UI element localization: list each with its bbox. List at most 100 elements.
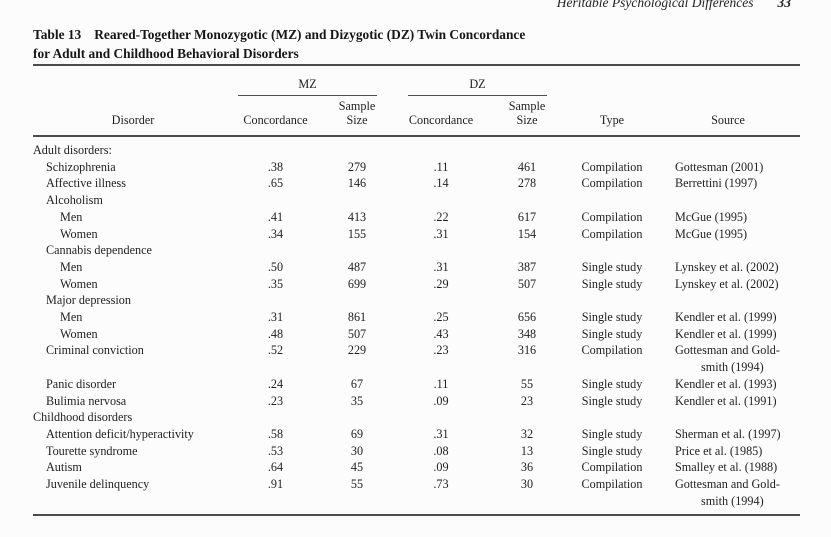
source-line-1: Kendler et al. (1999): [675, 310, 777, 325]
disorder-cell: Criminal conviction: [46, 343, 144, 358]
mz-sample-size-cell: [318, 136, 396, 159]
table-row: Affective illness .65 146 .14 278 Compil…: [33, 175, 800, 192]
disorder-cell: Schizophrenia: [46, 159, 116, 174]
type-cell: Single study: [581, 259, 643, 274]
mz-concordance-cell: .53: [267, 443, 284, 458]
disorder-cell: Autism: [46, 460, 82, 475]
disorder-cell: Women: [60, 276, 98, 291]
col-header-dz-sample-size: Sample Size: [486, 96, 568, 136]
dz-sample-size-cell: 13: [520, 443, 534, 458]
dz-sample-size-cell: 23: [520, 393, 534, 408]
source-cell: Smalley et al. (1988): [656, 459, 800, 476]
table-row: Schizophrenia .38 279 .11 461 Compilatio…: [33, 159, 800, 176]
mz-concordance-cell: .65: [267, 176, 284, 191]
source-line-1: Sherman et al. (1997): [675, 426, 781, 441]
type-cell: [568, 136, 656, 159]
source-line-1: Berrettini (1997): [675, 176, 758, 191]
table-row: Cannabis dependence: [33, 242, 800, 259]
disorder-cell: Women: [60, 326, 98, 341]
source-cell: Sherman et al. (1997): [656, 426, 800, 443]
mz-concordance-cell: .52: [267, 343, 284, 358]
source-cell: Gottesman and Gold- smith (1994): [656, 476, 800, 515]
mz-sample-size-cell: 69: [350, 426, 364, 441]
source-line-1: Gottesman (2001): [675, 159, 764, 174]
mz-sample-size-cell: 699: [347, 276, 367, 291]
dz-sample-size-cell: [486, 409, 568, 426]
mz-sample-size-cell: [318, 192, 396, 209]
dz-concordance-cell: .22: [433, 209, 449, 224]
dz-sample-size-cell: 154: [517, 226, 537, 241]
dz-sample-size-cell: 55: [520, 376, 534, 391]
mz-sample-size-cell: 413: [347, 209, 367, 224]
mz-sample-size-cell: 67: [350, 376, 364, 391]
dz-sample-size-cell: [486, 192, 568, 209]
table-caption: Table 13 Reared-Together Monozygotic (MZ)…: [33, 26, 633, 63]
dz-concordance-cell: .11: [433, 159, 449, 174]
dz-concordance-cell: .31: [433, 259, 449, 274]
column-header-row: Disorder Concordance Sample Size Concorda…: [33, 96, 800, 136]
disorder-cell: Affective illness: [46, 176, 126, 191]
source-cell: [656, 192, 800, 209]
table-body: Adult disorders: Schizophrenia .38 279 .…: [33, 136, 800, 515]
table-row: Alcoholism: [33, 192, 800, 209]
dz-sample-size-cell: 36: [520, 460, 534, 475]
dz-sample-size-cell: 348: [517, 326, 537, 341]
dz-sample-size-cell: 278: [517, 176, 537, 191]
mz-concordance-cell: [233, 242, 318, 259]
source-cell: [656, 409, 800, 426]
caption-title-part1: Reared-Together Monozygotic (MZ) and Diz…: [94, 27, 526, 42]
table-row: Women .34 155 .31 154 Compilation McGue …: [33, 226, 800, 243]
mz-sample-size-cell: 55: [350, 477, 364, 492]
source-cell: McGue (1995): [656, 209, 800, 226]
mz-sample-size-cell: [318, 409, 396, 426]
mz-concordance-cell: [233, 292, 318, 309]
mz-concordance-cell: .35: [267, 276, 284, 291]
source-line-1: Price et al. (1985): [675, 443, 763, 458]
dz-concordance-cell: .73: [433, 477, 449, 492]
type-cell: Single study: [581, 276, 643, 291]
disorder-cell: Childhood disorders: [33, 410, 133, 425]
source-line-1: McGue (1995): [675, 226, 748, 241]
caption-line-2: for Adult and Childhood Behavioral Disor…: [33, 45, 299, 61]
type-cell: Single study: [581, 393, 643, 408]
type-cell: Single study: [581, 326, 643, 341]
table-row: Bulimia nervosa .23 35 .09 23 Single stu…: [33, 393, 800, 410]
mz-concordance-cell: .58: [267, 426, 284, 441]
dz-sample-size-cell: [486, 242, 568, 259]
mz-concordance-cell: .64: [267, 460, 284, 475]
col-header-type: Type: [599, 113, 625, 127]
source-line-1: Lynskey et al. (2002): [675, 276, 779, 291]
dz-group-label: DZ: [408, 77, 547, 96]
mz-concordance-cell: .34: [267, 226, 284, 241]
dz-group-header: DZ: [396, 65, 568, 96]
dz-concordance-cell: [396, 292, 486, 309]
dz-sample-size-cell: 387: [517, 259, 537, 274]
caption-line-1: Table 13 Reared-Together Monozygotic (MZ)…: [33, 26, 633, 45]
source-line-1: Smalley et al. (1988): [675, 460, 778, 475]
mz-sample-size-cell: 487: [347, 259, 367, 274]
dz-sample-size-cell: [486, 292, 568, 309]
table-row: Tourette syndrome .53 30 .08 13 Single s…: [33, 443, 800, 460]
source-line-1: Kendler et al. (1999): [675, 326, 777, 341]
page-number: 33: [777, 0, 792, 10]
dz-sample-size-cell: 316: [517, 343, 537, 358]
size-word: Size: [346, 113, 368, 127]
type-cell: Single study: [581, 443, 643, 458]
mz-sample-size-cell: 45: [350, 460, 364, 475]
col-header-dz-concordance: Concordance: [408, 113, 474, 127]
disorder-cell: Attention deficit/hyperactivity: [46, 426, 194, 441]
mz-group-label: MZ: [238, 77, 377, 96]
mz-concordance-cell: .50: [267, 259, 284, 274]
dz-concordance-cell: .09: [433, 460, 449, 475]
dz-concordance-cell: .23: [433, 343, 449, 358]
source-cell: Kendler et al. (1999): [656, 309, 800, 326]
type-cell: [568, 242, 656, 259]
source-line-2: smith (1994): [701, 360, 764, 375]
group-header-spacer: [33, 65, 233, 96]
mz-concordance-cell: [233, 409, 318, 426]
col-header-source: Source: [711, 113, 745, 127]
source-line-1: Gottesman and Gold-: [675, 477, 780, 492]
group-header-row: MZ DZ: [33, 65, 800, 96]
dz-concordance-cell: .31: [433, 226, 449, 241]
